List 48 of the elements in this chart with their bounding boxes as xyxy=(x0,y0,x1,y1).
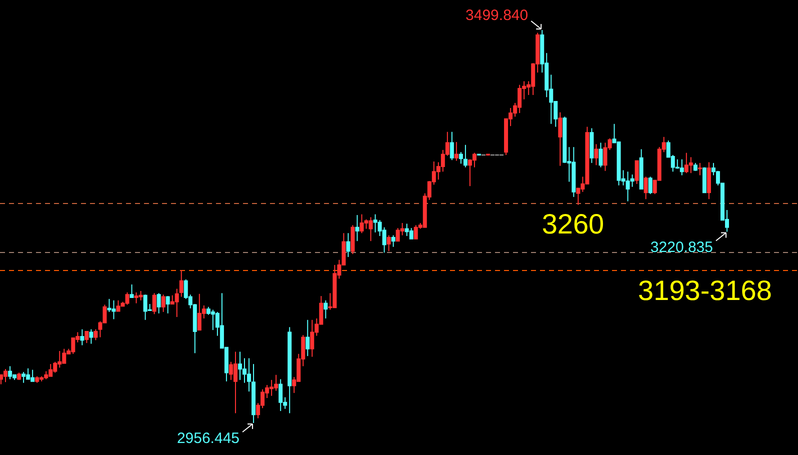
candlestick xyxy=(463,144,468,168)
candlestick xyxy=(688,156,693,174)
candlestick xyxy=(233,351,238,414)
candlestick xyxy=(22,371,26,384)
text: 3499.840 xyxy=(466,7,528,24)
candlestick xyxy=(324,300,328,319)
candlestick xyxy=(409,228,414,240)
text: 2956.445 xyxy=(176,430,240,447)
candlestick xyxy=(130,284,134,298)
candlestick xyxy=(634,160,639,184)
candlestick xyxy=(454,141,458,162)
candlestick xyxy=(89,328,94,344)
candlestick xyxy=(648,176,652,195)
candlestick xyxy=(84,330,89,344)
candlestick xyxy=(368,216,373,242)
annotation: 3193-3168 xyxy=(638,274,772,306)
candlestick xyxy=(594,144,598,166)
candlestick xyxy=(391,234,396,248)
candlestick xyxy=(152,292,156,315)
candlestick xyxy=(125,292,130,306)
candlestick xyxy=(458,152,463,164)
candlestick xyxy=(156,292,161,314)
candlestick xyxy=(80,328,84,346)
annotation: 3220.835 xyxy=(650,238,713,256)
candlestick xyxy=(107,298,112,312)
candlestick xyxy=(174,288,179,318)
candlestick xyxy=(355,214,360,242)
ref-line-label: 3260 xyxy=(542,208,604,240)
candlestick xyxy=(161,294,166,312)
candlestick xyxy=(576,188,580,206)
candlestick xyxy=(386,234,391,252)
candlestick xyxy=(472,152,476,168)
candlestick xyxy=(278,378,283,412)
candlestick xyxy=(94,328,98,341)
candlestick xyxy=(346,232,350,258)
candlestick xyxy=(310,319,314,358)
candlestick xyxy=(644,176,648,200)
candlestick xyxy=(450,131,454,161)
candlestick xyxy=(558,112,562,166)
candlestick xyxy=(138,290,143,301)
candlestick xyxy=(4,368,8,383)
candlestick xyxy=(8,366,12,380)
candlestick xyxy=(179,269,184,298)
candlestick xyxy=(598,142,603,168)
candlestick xyxy=(166,296,170,314)
candlestick xyxy=(630,174,634,188)
candlestick xyxy=(680,158,684,176)
candlestick xyxy=(306,319,310,357)
